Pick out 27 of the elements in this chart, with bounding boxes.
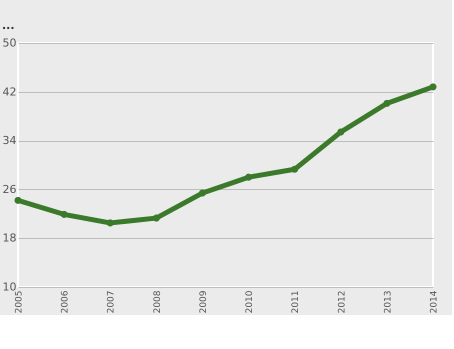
y-tick-label: 42: [2, 85, 16, 98]
x-tick-label: 2010: [245, 290, 256, 314]
point: [152, 214, 160, 222]
point: [429, 83, 437, 90]
x-tick-label: 2007: [106, 290, 117, 314]
y-tick-label: 50: [2, 36, 16, 50]
y-tick-label: 34: [2, 134, 16, 148]
x-tick-label: 2013: [383, 290, 394, 314]
x-tick-label: 2011: [291, 290, 302, 314]
y-tick-label: 10: [2, 280, 16, 294]
chart-title: ...: [2, 19, 15, 32]
x-tick-label: 2012: [337, 290, 348, 314]
point: [337, 128, 344, 136]
point: [291, 166, 298, 173]
y-tick-label: 18: [2, 232, 16, 245]
point: [245, 174, 252, 181]
y-tick-label: 26: [2, 182, 16, 196]
x-tick-label: 2005: [14, 290, 24, 314]
x-tick-label: 2008: [152, 290, 163, 314]
x-tick-label: 2006: [60, 290, 71, 314]
point: [14, 196, 22, 204]
point: [60, 210, 68, 218]
x-tick-label: 2014: [430, 290, 440, 314]
point: [198, 190, 206, 197]
point: [383, 100, 390, 107]
point: [106, 219, 114, 226]
x-tick-label: 2009: [198, 290, 209, 314]
